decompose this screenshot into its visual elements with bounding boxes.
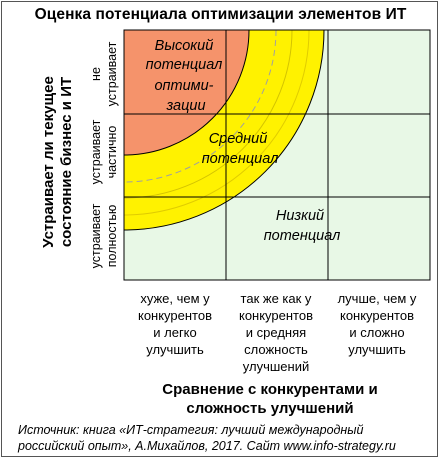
medium-potential-label: Средний потенциал — [202, 131, 279, 167]
matrix-grid — [123, 29, 431, 281]
figure-title: Оценка потенциала оптимизации элементов … — [34, 6, 407, 23]
column-label-line: конкурентов — [238, 308, 313, 323]
high-label-line: потенциал — [146, 57, 223, 73]
high-label-line: Высокий — [155, 38, 214, 54]
high-label-line: зации — [165, 98, 205, 114]
high-label-line: оптими- — [154, 78, 213, 94]
x-axis-title: Сравнение с конкурентами и сложность улу… — [120, 380, 420, 418]
medium-label-line: потенциал — [202, 151, 279, 167]
column-label-line: улучшить — [146, 342, 204, 357]
source-line1: Источник: книга «ИТ-стратегия: лучший ме… — [18, 423, 364, 437]
column-label-line: и легко — [153, 325, 197, 340]
column-label-line: лучше, чем у — [337, 291, 417, 306]
low-potential-label: Низкий потенциал — [264, 208, 341, 244]
column-label-worse: хуже, чем у конкурентов и легко улучшить — [120, 290, 230, 358]
column-label-line: и сложно — [349, 325, 405, 340]
column-label-line: улучшить — [348, 342, 406, 357]
column-label-better: лучше, чем у конкурентов и сложно улучши… — [322, 290, 432, 358]
x-axis-title-line2: сложность улучшений — [186, 400, 354, 417]
low-label-line: потенциал — [264, 228, 341, 244]
x-axis-title-line1: Сравнение с конкурентами и — [162, 381, 378, 398]
column-label-line: так же как у — [240, 291, 312, 306]
high-potential-zone — [124, 30, 250, 156]
column-label-line: хуже, чем у — [140, 291, 210, 306]
column-label-line: сложность — [244, 342, 308, 357]
low-label-line: Низкий — [276, 208, 324, 224]
high-potential-label: Высокий потенциал оптими- зации — [146, 38, 227, 114]
column-label-same: так же как у конкурентов и средняя сложн… — [221, 290, 331, 375]
column-label-line: конкурентов — [137, 308, 212, 323]
source-line2: российский опыт», А.Михайлов, 2017. Сайт… — [18, 439, 396, 453]
column-label-line: улучшений — [242, 359, 310, 374]
column-label-line: и средняя — [245, 325, 307, 340]
column-label-line: конкурентов — [339, 308, 414, 323]
source-note: Источник: книга «ИТ-стратегия: лучший ме… — [18, 422, 438, 454]
medium-label-line: Средний — [209, 131, 268, 147]
